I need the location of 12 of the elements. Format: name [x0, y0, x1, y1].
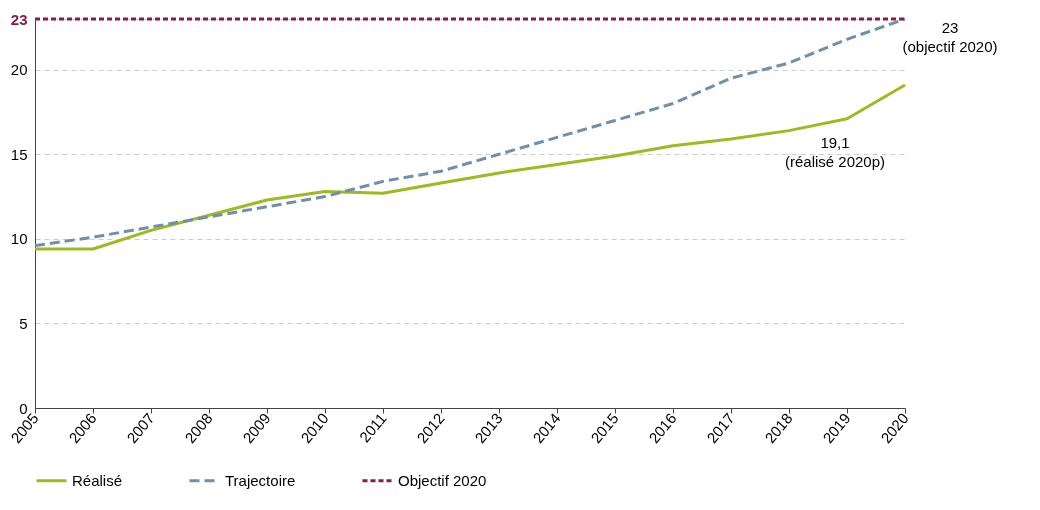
y-tick-label: 10 — [10, 230, 28, 248]
legend-label: Trajectoire — [225, 471, 296, 489]
line-series — [33, 83, 907, 251]
y-tick-label: 23 — [10, 10, 28, 28]
y-tick-label: 20 — [10, 61, 28, 79]
y-tick-label: 0 — [19, 399, 28, 417]
y-tick-label: 15 — [10, 145, 28, 163]
annotation: 19,1 (réalisé 2020p) — [784, 134, 886, 170]
y-tick-label: 5 — [19, 314, 28, 332]
legend-label: Réalisé — [72, 471, 123, 489]
annotation: 23 (objectif 2020) — [902, 19, 998, 55]
legend-label: Objectif 2020 — [398, 471, 487, 489]
